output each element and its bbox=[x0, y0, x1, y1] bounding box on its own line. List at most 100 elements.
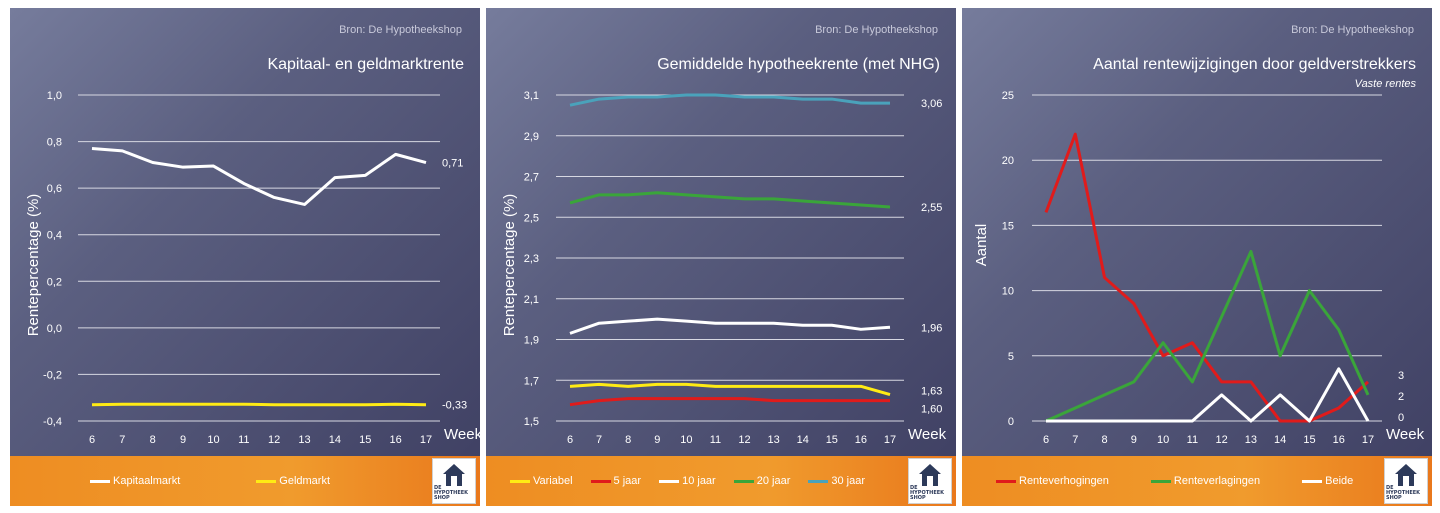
y-tick-label: 1,0 bbox=[47, 90, 62, 102]
series-line-renteverhogingen bbox=[1044, 132, 1369, 423]
y-tick-label: 5 bbox=[1008, 351, 1014, 363]
x-tick-label: 7 bbox=[596, 434, 602, 446]
x-tick-label: 11 bbox=[1187, 434, 1198, 446]
legend-label: 5 jaar bbox=[613, 475, 642, 487]
y-tick-label: 2,5 bbox=[524, 212, 539, 224]
x-tick-label: 10 bbox=[207, 434, 219, 446]
x-tick-label: 15 bbox=[1303, 434, 1315, 446]
y-tick-label: 2,7 bbox=[524, 172, 539, 184]
series-line-10-jaar bbox=[569, 317, 891, 335]
legend-label: Renteverhogingen bbox=[1019, 475, 1109, 487]
y-tick-label: 0 bbox=[1008, 416, 1014, 428]
x-tick-label: 10 bbox=[680, 434, 692, 446]
chart-source: Bron: De Hypotheekshop bbox=[1291, 24, 1414, 36]
hypotheekshop-logo: DE HYPOTHEEK SHOP bbox=[1384, 458, 1428, 504]
legend-swatch bbox=[808, 479, 829, 483]
x-tick-label: 16 bbox=[1333, 434, 1345, 446]
chart-source: Bron: De Hypotheekshop bbox=[815, 24, 938, 36]
chart-source: Bron: De Hypotheekshop bbox=[339, 24, 462, 36]
hypotheekshop-logo: DE HYPOTHEEK SHOP bbox=[432, 458, 476, 504]
x-tick-label: 14 bbox=[329, 434, 341, 446]
y-axis-label: Rentepercentage (%) bbox=[25, 194, 42, 337]
legend-item: Renteverhogingen bbox=[996, 475, 1109, 487]
x-tick-label: 12 bbox=[738, 434, 750, 446]
x-tick-label: 7 bbox=[1072, 434, 1078, 446]
x-tick-label: 13 bbox=[298, 434, 310, 446]
x-axis-label: Week bbox=[908, 426, 947, 443]
end-value-label: 1,96 bbox=[921, 322, 942, 334]
chart-panel-hypotheekrente: 3,1 2,9 2,7 2,5 2,3 2,1 1,9 1,7 1,5 6 7 8 9 10 11 12 13 1… bbox=[486, 8, 956, 506]
x-tick-label: 8 bbox=[150, 434, 156, 446]
y-tick-label: 20 bbox=[1002, 155, 1014, 167]
legend-label: Renteverlagingen bbox=[1173, 475, 1261, 487]
y-tick-label: -0,2 bbox=[43, 369, 62, 381]
y-tick-label: 1,5 bbox=[524, 416, 539, 428]
y-axis-label: Rentepercentage (%) bbox=[501, 194, 518, 337]
legend-item: Geldmarkt bbox=[256, 475, 330, 487]
legend-label: 20 jaar bbox=[756, 475, 791, 487]
legend-item: Renteverlagingen bbox=[1150, 475, 1261, 487]
x-tick-label: 15 bbox=[826, 434, 838, 446]
series-line-kapitaalmarkt bbox=[91, 147, 427, 206]
legend-swatch bbox=[733, 479, 754, 483]
x-tick-label: 17 bbox=[884, 434, 896, 446]
x-tick-label: 6 bbox=[567, 434, 573, 446]
legend-label: Beide bbox=[1325, 475, 1354, 487]
x-tick-label: 17 bbox=[420, 434, 432, 446]
legend-label: 30 jaar bbox=[831, 475, 865, 487]
y-tick-label: 0,2 bbox=[47, 276, 62, 288]
chart-legend: Variabel 5 jaar 10 jaar 20 jaar 30 jaar bbox=[486, 456, 906, 506]
y-tick-label: 0,6 bbox=[47, 183, 62, 195]
house-icon bbox=[443, 464, 465, 486]
x-tick-label: 13 bbox=[1245, 434, 1257, 446]
x-tick-label: 9 bbox=[654, 434, 660, 446]
legend-swatch bbox=[90, 479, 110, 483]
legend-swatch bbox=[1150, 479, 1171, 483]
hypotheekshop-logo: DE HYPOTHEEK SHOP bbox=[908, 458, 952, 504]
legend-item: 10 jaar bbox=[659, 475, 716, 487]
series-line-20-jaar bbox=[569, 191, 891, 209]
y-tick-label: 0,0 bbox=[47, 323, 62, 335]
x-tick-label: 7 bbox=[119, 434, 125, 446]
y-tick-label: 2,1 bbox=[524, 294, 539, 306]
y-tick-label: 3,1 bbox=[524, 90, 539, 102]
legend-item: 30 jaar bbox=[808, 475, 865, 487]
end-value-label: 1,60 bbox=[921, 404, 942, 416]
x-tick-label: 15 bbox=[359, 434, 371, 446]
x-tick-label: 11 bbox=[238, 434, 249, 446]
x-tick-label: 12 bbox=[268, 434, 280, 446]
chart-subtitle: Vaste rentes bbox=[1354, 78, 1416, 90]
x-tick-label: 6 bbox=[89, 434, 95, 446]
x-tick-label: 13 bbox=[768, 434, 780, 446]
x-tick-label: 8 bbox=[1101, 434, 1107, 446]
chart-title: Kapitaal- en geldmarktrente bbox=[267, 56, 464, 73]
x-tick-label: 14 bbox=[797, 434, 809, 446]
chart-title: Gemiddelde hypotheekrente (met NHG) bbox=[657, 56, 940, 73]
legend-item: Variabel bbox=[510, 475, 573, 487]
y-tick-label: -0,4 bbox=[43, 416, 62, 428]
series-line-variabel bbox=[569, 382, 891, 396]
y-tick-label: 2,3 bbox=[524, 253, 539, 265]
y-tick-label: 10 bbox=[1002, 286, 1014, 298]
x-tick-label: 12 bbox=[1216, 434, 1228, 446]
y-tick-label: 15 bbox=[1002, 220, 1014, 232]
chart-legend: Renteverhogingen Renteverlagingen Beide bbox=[962, 456, 1382, 506]
legend-swatch bbox=[590, 479, 611, 483]
legend-label: Kapitaalmarkt bbox=[113, 475, 181, 487]
legend-swatch bbox=[510, 479, 530, 483]
x-tick-label: 9 bbox=[1131, 434, 1137, 446]
house-icon bbox=[1395, 464, 1417, 486]
x-tick-label: 6 bbox=[1043, 434, 1049, 446]
y-tick-label: 2,9 bbox=[524, 131, 539, 143]
legend-label: Variabel bbox=[533, 475, 573, 487]
series-line-renteverlagingen bbox=[1045, 249, 1370, 423]
x-tick-label: 16 bbox=[390, 434, 402, 446]
series-line-beide bbox=[1046, 367, 1370, 423]
end-value-label: -0,33 bbox=[442, 400, 467, 412]
line-chart-kapitaalmarkt: 1,0 0,8 0,6 0,4 0,2 0,0 -0,2 -0,4 6 7 8 9 10 11 12 13 14… bbox=[25, 90, 480, 446]
chart-panel-rentewijzigingen: 25 20 15 10 5 0 6 7 8 9 10 11 12 13 14 15 16 17 Week Aantal… bbox=[962, 8, 1432, 506]
x-tick-label: 14 bbox=[1274, 434, 1286, 446]
x-tick-label: 16 bbox=[855, 434, 867, 446]
y-tick-label: 25 bbox=[1002, 90, 1014, 102]
